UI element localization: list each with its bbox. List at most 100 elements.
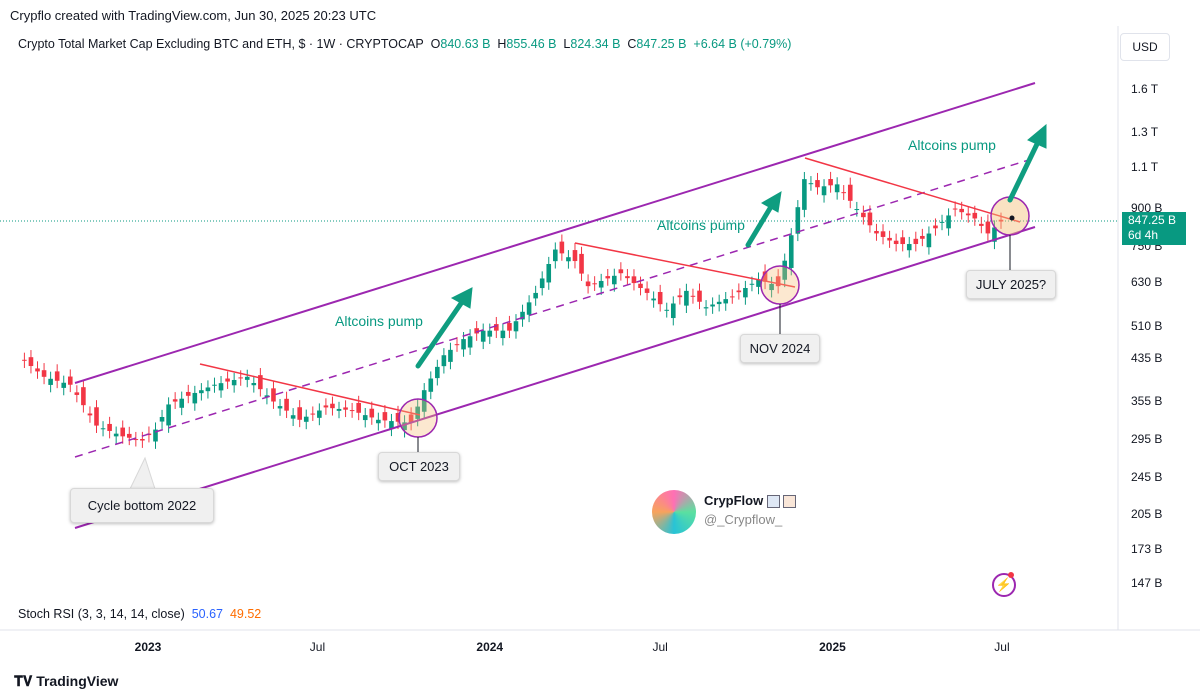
candle-body[interactable] <box>369 408 375 418</box>
candle-body[interactable] <box>494 324 499 331</box>
candle-body[interactable] <box>651 298 656 301</box>
candle-body[interactable] <box>579 253 584 274</box>
candle-body[interactable] <box>887 237 892 241</box>
candle-body[interactable] <box>212 384 217 386</box>
candle-body[interactable] <box>834 184 840 193</box>
candle-body[interactable] <box>225 378 230 382</box>
candle-body[interactable] <box>238 377 243 379</box>
candle-body[interactable] <box>461 339 466 350</box>
currency-button[interactable]: USD <box>1120 33 1170 61</box>
candle-body[interactable] <box>67 376 73 385</box>
candle-body[interactable] <box>480 330 486 342</box>
candle-body[interactable] <box>867 212 873 226</box>
candle-body[interactable] <box>120 427 126 437</box>
candle-body[interactable] <box>611 275 617 285</box>
candle-body[interactable] <box>100 428 106 430</box>
candle-body[interactable] <box>808 183 814 185</box>
symbol-title[interactable]: Crypto Total Market Cap Excluding BTC an… <box>18 37 424 51</box>
candle-body[interactable] <box>402 422 407 431</box>
candle-body[interactable] <box>172 399 178 402</box>
candle-body[interactable] <box>985 221 991 234</box>
candle-body[interactable] <box>336 408 342 411</box>
candle-body[interactable] <box>979 223 984 226</box>
candle-body[interactable] <box>716 301 722 305</box>
candle-body[interactable] <box>153 429 158 442</box>
candle-body[interactable] <box>703 307 709 309</box>
candle-body[interactable] <box>448 349 453 362</box>
candle-body[interactable] <box>454 344 460 346</box>
candle-body[interactable] <box>664 309 670 311</box>
candle-body[interactable] <box>467 336 473 348</box>
breakout-circle-oct-2023[interactable] <box>398 398 438 438</box>
candle-body[interactable] <box>821 186 827 196</box>
candle-body[interactable] <box>965 213 971 216</box>
candle-body[interactable] <box>382 412 388 421</box>
candle-body[interactable] <box>854 209 860 211</box>
candle-body[interactable] <box>284 398 289 411</box>
candle-body[interactable] <box>913 238 919 245</box>
oct-2023-callout[interactable]: OCT 2023 <box>378 452 460 481</box>
pump-arrow-3[interactable] <box>1007 139 1041 203</box>
candle-body[interactable] <box>526 302 532 315</box>
candle-body[interactable] <box>677 295 683 298</box>
candle-body[interactable] <box>54 371 60 381</box>
candle-body[interactable] <box>605 276 611 279</box>
candle-body[interactable] <box>952 208 958 210</box>
candle-body[interactable] <box>185 391 191 396</box>
candle-body[interactable] <box>598 280 604 288</box>
candle-body[interactable] <box>559 241 565 254</box>
candle-body[interactable] <box>362 415 368 421</box>
candle-body[interactable] <box>166 404 171 426</box>
candle-body[interactable] <box>487 330 493 337</box>
pump-arrow-2[interactable] <box>745 202 775 248</box>
candle-body[interactable] <box>926 233 932 248</box>
candle-body[interactable] <box>330 403 335 409</box>
july-2025-callout[interactable]: JULY 2025? <box>966 270 1056 299</box>
candle-body[interactable] <box>585 281 591 287</box>
candle-body[interactable] <box>507 323 512 331</box>
candle-body[interactable] <box>258 375 263 390</box>
candle-body[interactable] <box>421 390 427 412</box>
candle-body[interactable] <box>113 433 119 437</box>
candle-body[interactable] <box>657 291 663 305</box>
candle-body[interactable] <box>782 260 788 280</box>
candle-body[interactable] <box>802 179 807 210</box>
candle-body[interactable] <box>749 283 755 285</box>
candle-body[interactable] <box>861 212 866 218</box>
candle-body[interactable] <box>179 398 185 408</box>
candle-body[interactable] <box>946 215 951 229</box>
candle-body[interactable] <box>159 417 165 422</box>
candle-body[interactable] <box>244 376 250 380</box>
candle-body[interactable] <box>697 290 702 302</box>
candle-body[interactable] <box>349 410 355 412</box>
candle-body[interactable] <box>762 271 768 282</box>
candle-body[interactable] <box>408 414 414 423</box>
candle-body[interactable] <box>638 283 643 289</box>
trendline-2023[interactable] <box>199 363 421 416</box>
candle-body[interactable] <box>28 357 34 367</box>
candle-body[interactable] <box>271 388 276 402</box>
nov-2024-callout[interactable]: NOV 2024 <box>740 334 820 363</box>
candle-body[interactable] <box>939 221 945 223</box>
candle-body[interactable] <box>992 227 997 242</box>
candle-body[interactable] <box>690 295 696 297</box>
candle-body[interactable] <box>670 303 676 319</box>
candle-body[interactable] <box>22 359 27 361</box>
candle-body[interactable] <box>729 296 735 298</box>
trendline-2025[interactable] <box>804 157 1021 223</box>
candle-body[interactable] <box>998 219 1004 222</box>
candle-body[interactable] <box>880 231 886 237</box>
candle-body[interactable] <box>395 412 401 422</box>
candle-body[interactable] <box>756 279 761 287</box>
candle-body[interactable] <box>546 264 552 283</box>
candle-body[interactable] <box>441 355 447 367</box>
candle-body[interactable] <box>933 225 938 229</box>
candle-body[interactable] <box>788 235 794 268</box>
candle-body[interactable] <box>277 406 283 409</box>
tradingview-logo[interactable]: 𝐓𝐕 TradingView <box>14 673 118 690</box>
candle-body[interactable] <box>48 378 53 385</box>
candle-body[interactable] <box>736 290 742 293</box>
candle-body[interactable] <box>828 179 833 186</box>
candle-body[interactable] <box>303 416 309 422</box>
